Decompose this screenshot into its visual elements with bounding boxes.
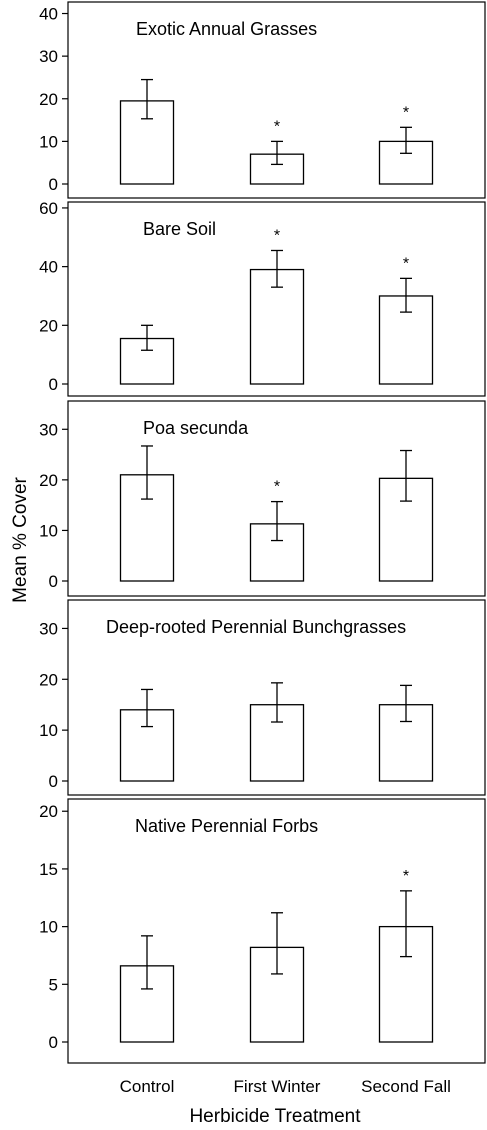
panel-title: Bare Soil [143, 219, 216, 239]
x-axis-label: Herbicide Treatment [189, 1106, 361, 1127]
panel-title: Deep-rooted Perennial Bunchgrasses [106, 617, 406, 637]
y-tick-label: 10 [39, 721, 58, 740]
panel-frame [67, 599, 486, 796]
panel-frame [67, 798, 486, 1064]
y-tick-label: 0 [49, 1033, 58, 1052]
y-tick-label: 0 [49, 772, 58, 791]
category-label: Control [120, 1077, 175, 1096]
y-axis-label: Mean % Cover [10, 477, 31, 603]
y-tick-label: 5 [49, 975, 58, 994]
y-tick-label: 20 [39, 471, 58, 490]
significance-marker: * [403, 255, 409, 272]
panel-title: Poa secunda [143, 418, 249, 438]
y-tick-label: 10 [39, 521, 58, 540]
significance-marker: * [403, 104, 409, 121]
y-tick-label: 20 [39, 316, 58, 335]
category-label: First Winter [234, 1077, 321, 1096]
panel-frame [67, 1, 486, 199]
y-tick-label: 0 [49, 375, 58, 394]
y-tick-label: 30 [39, 47, 58, 66]
y-tick-label: 40 [39, 5, 58, 24]
y-tick-label: 20 [39, 670, 58, 689]
panel-title: Native Perennial Forbs [135, 816, 318, 836]
y-tick-label: 10 [39, 918, 58, 937]
y-tick-label: 0 [49, 572, 58, 591]
panel-frame [67, 201, 486, 397]
y-tick-label: 15 [39, 860, 58, 879]
y-tick-label: 60 [39, 199, 58, 218]
significance-marker: * [274, 227, 280, 244]
y-tick-label: 30 [39, 420, 58, 439]
y-tick-label: 20 [39, 90, 58, 109]
y-tick-label: 0 [49, 175, 58, 194]
significance-marker: * [274, 118, 280, 135]
significance-marker: * [274, 479, 280, 496]
y-tick-label: 40 [39, 258, 58, 277]
y-tick-label: 20 [39, 802, 58, 821]
y-tick-label: 30 [39, 619, 58, 638]
y-tick-label: 10 [39, 132, 58, 151]
panel-title: Exotic Annual Grasses [136, 19, 317, 39]
significance-marker: * [403, 868, 409, 885]
panel-frame [67, 400, 486, 597]
category-label: Second Fall [361, 1077, 451, 1096]
